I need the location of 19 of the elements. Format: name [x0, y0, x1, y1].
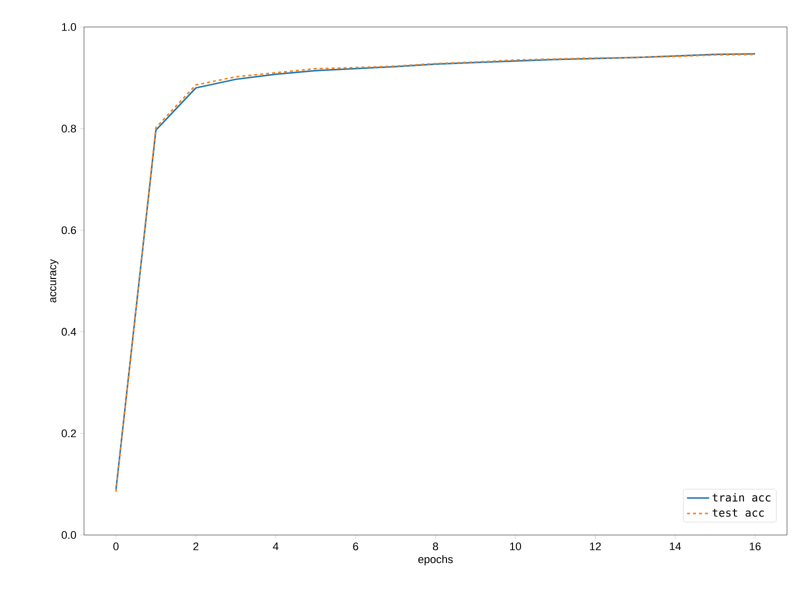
legend-label: test acc: [712, 508, 764, 517]
y-tick-label: 0.4: [62, 328, 76, 336]
y-tick-label: 0.8: [62, 124, 76, 132]
y-tick-label: 0.0: [62, 531, 76, 539]
y-tick-label: 0.2: [62, 430, 76, 438]
x-tick-label: 14: [670, 542, 681, 550]
x-tick-label: 16: [750, 542, 761, 550]
x-tick-label: 8: [432, 542, 438, 550]
x-tick-label: 10: [510, 542, 522, 550]
x-tick-label: 4: [272, 542, 278, 550]
x-tick-label: 0: [113, 542, 119, 550]
x-tick-label: 12: [590, 542, 601, 550]
y-axis-title: accuracy: [50, 259, 58, 302]
x-tick-label: 2: [193, 542, 198, 550]
legend-label: train acc: [712, 493, 770, 502]
x-axis-title: epochs: [418, 555, 453, 566]
x-tick-label: 6: [353, 542, 358, 550]
y-tick-label: 1.0: [62, 23, 76, 31]
y-tick-label: 0.6: [62, 226, 76, 234]
